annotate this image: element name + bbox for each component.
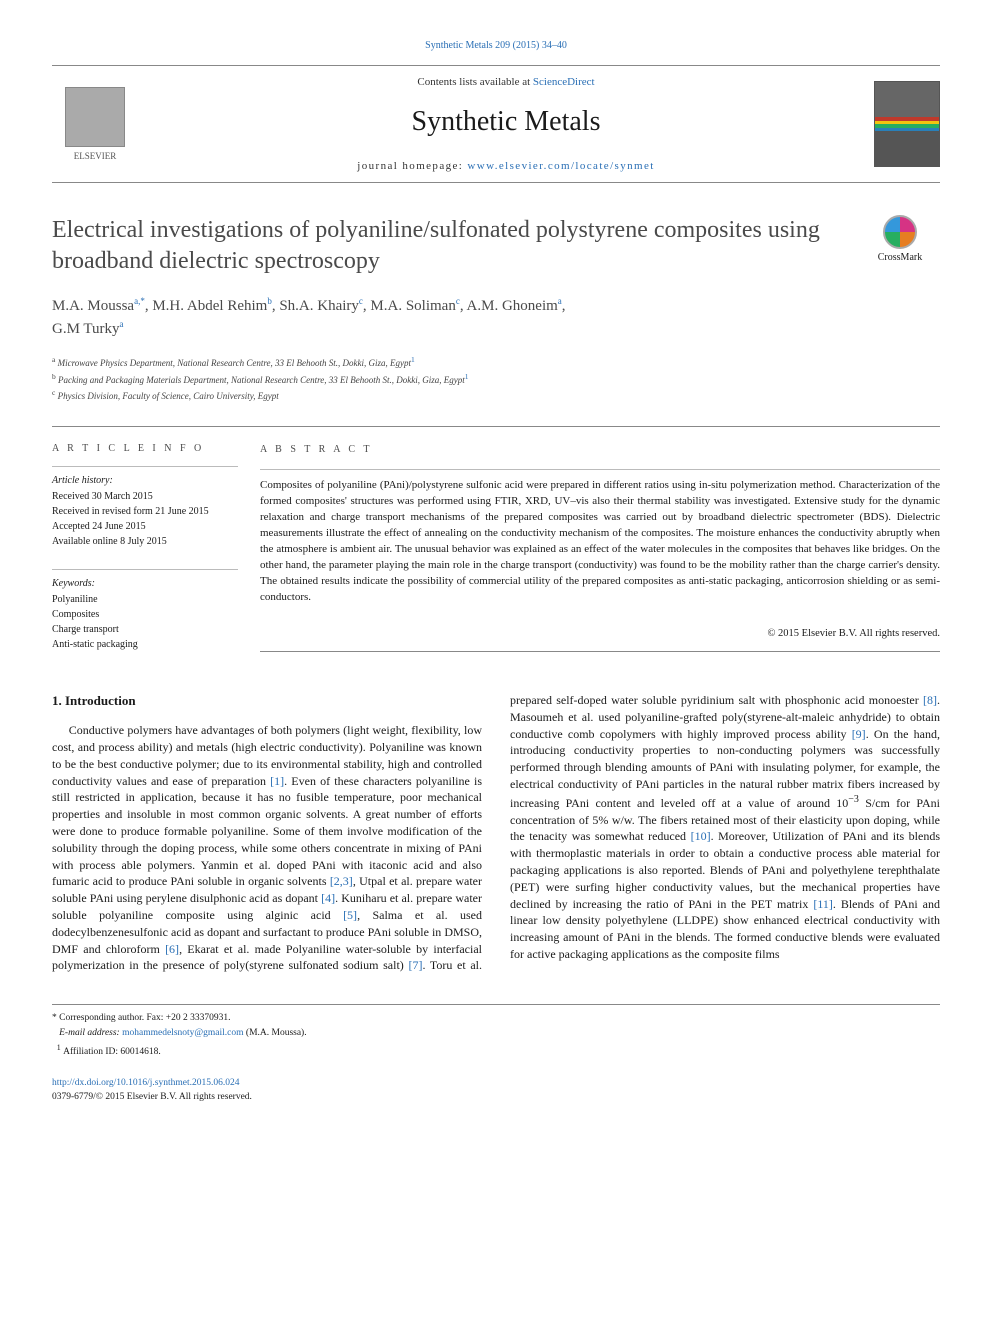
crossmark-icon (883, 215, 917, 249)
journal-reference: Synthetic Metals 209 (2015) 34–40 (52, 40, 940, 51)
affiliation: Physics Division, Faculty of Science, Ca… (58, 391, 279, 401)
keyword: Anti-static packaging (52, 637, 238, 652)
crossmark-label: CrossMark (878, 252, 922, 263)
elsevier-tree-icon (65, 87, 125, 147)
abstract: A B S T R A C T Composites of polyanilin… (260, 443, 940, 652)
journal-cover-thumbnail[interactable] (874, 81, 940, 167)
author: G.M Turky (52, 321, 120, 337)
citation[interactable]: [1] (270, 774, 284, 788)
citation[interactable]: [2,3] (330, 874, 353, 888)
keywords-head: Keywords: (52, 578, 238, 589)
affiliation: Packing and Packaging Materials Departme… (58, 375, 465, 385)
citation[interactable]: [9] (852, 727, 866, 741)
keyword: Polyaniline (52, 592, 238, 607)
crossmark-badge[interactable]: CrossMark (860, 215, 940, 263)
header-center: Contents lists available at ScienceDirec… (138, 76, 874, 172)
abstract-head: A B S T R A C T (260, 443, 940, 458)
journal-title: Synthetic Metals (138, 106, 874, 138)
keyword: Composites (52, 607, 238, 622)
online-line: Available online 8 July 2015 (52, 534, 238, 549)
author-list: M.A. Moussaa,*, M.H. Abdel Rehimb, Sh.A.… (52, 295, 940, 340)
abstract-copyright: © 2015 Elsevier B.V. All rights reserved… (260, 618, 940, 641)
affiliations: a Microwave Physics Department, National… (52, 354, 940, 404)
footnotes: * Corresponding author. Fax: +20 2 33370… (52, 1004, 940, 1060)
affiliation-id-footnote: 1 Affiliation ID: 60014618. (52, 1042, 940, 1060)
journal-homepage-link[interactable]: www.elsevier.com/locate/synmet (467, 160, 654, 172)
section-heading: 1. Introduction (52, 692, 482, 710)
issn-copyright: 0379-6779/© 2015 Elsevier B.V. All right… (52, 1092, 252, 1102)
citation[interactable]: [10] (691, 829, 711, 843)
author: M.A. Soliman (370, 298, 455, 314)
citation[interactable]: [8] (923, 693, 937, 707)
email-line: E-mail address: mohammedelsnoty@gmail.co… (52, 1026, 940, 1041)
doi-block: http://dx.doi.org/10.1016/j.synthmet.201… (52, 1076, 940, 1105)
citation[interactable]: [6] (165, 942, 179, 956)
citation[interactable]: [5] (343, 908, 357, 922)
received-line: Received 30 March 2015 (52, 489, 238, 504)
revised-line: Received in revised form 21 June 2015 (52, 504, 238, 519)
contents-available-line: Contents lists available at ScienceDirec… (138, 76, 874, 88)
author: M.H. Abdel Rehim (152, 298, 267, 314)
author-email-link[interactable]: mohammedelsnoty@gmail.com (122, 1028, 243, 1038)
accepted-line: Accepted 24 June 2015 (52, 519, 238, 534)
author: Sh.A. Khairy (279, 298, 359, 314)
history-head: Article history: (52, 475, 238, 486)
info-abstract-row: A R T I C L E I N F O Article history: R… (52, 426, 940, 652)
citation[interactable]: [7] (408, 958, 422, 972)
elsevier-wordmark: ELSEVIER (74, 151, 117, 161)
article-info: A R T I C L E I N F O Article history: R… (52, 443, 260, 652)
citation[interactable]: [11] (813, 897, 833, 911)
author: M.A. Moussa (52, 298, 134, 314)
article-title: Electrical investigations of polyaniline… (52, 215, 840, 277)
title-row: Electrical investigations of polyaniline… (52, 215, 940, 277)
corresponding-author: * Corresponding author. Fax: +20 2 33370… (52, 1011, 940, 1026)
elsevier-logo[interactable]: ELSEVIER (52, 87, 138, 161)
contents-prefix: Contents lists available at (417, 76, 532, 88)
doi-link[interactable]: http://dx.doi.org/10.1016/j.synthmet.201… (52, 1078, 239, 1088)
article-info-head: A R T I C L E I N F O (52, 443, 238, 454)
affiliation: Microwave Physics Department, National R… (58, 358, 411, 368)
journal-header: ELSEVIER Contents lists available at Sci… (52, 65, 940, 183)
journal-homepage-line: journal homepage: www.elsevier.com/locat… (138, 160, 874, 172)
author: A.M. Ghoneim (467, 298, 558, 314)
sciencedirect-link[interactable]: ScienceDirect (533, 76, 595, 88)
body-text: 1. Introduction Conductive polymers have… (52, 692, 940, 974)
keywords-block: Keywords: Polyaniline Composites Charge … (52, 569, 238, 652)
abstract-text: Composites of polyaniline (PAni)/polysty… (260, 479, 940, 603)
body-paragraph: Conductive polymers have advantages of b… (52, 692, 940, 974)
citation[interactable]: [4] (321, 891, 335, 905)
homepage-prefix: journal homepage: (357, 160, 467, 172)
divider (260, 651, 940, 652)
keyword: Charge transport (52, 622, 238, 637)
